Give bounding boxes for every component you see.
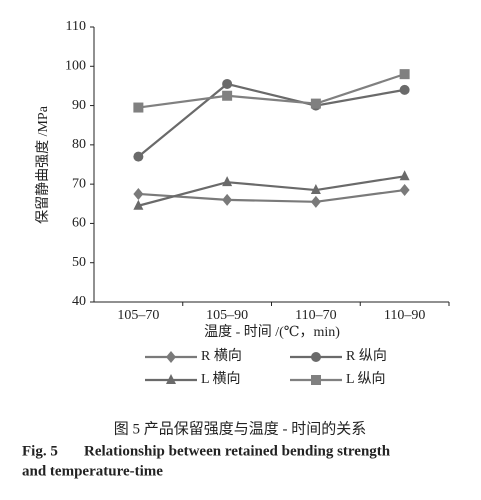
series-line	[138, 188, 405, 203]
series-line	[138, 175, 405, 207]
marker	[166, 351, 176, 363]
marker	[166, 374, 176, 384]
marker	[310, 195, 321, 208]
x-tick-label: 110–70	[295, 308, 336, 323]
caption-en: Relationship between retained bending st…	[84, 443, 391, 459]
y-tick-label: 50	[72, 255, 86, 270]
y-tick-label: 40	[72, 294, 86, 309]
marker	[311, 375, 321, 385]
y-axis-label: 保留静曲强度 /MPa	[35, 105, 51, 224]
marker	[399, 170, 410, 181]
y-tick-label: 60	[72, 216, 86, 231]
marker	[133, 187, 144, 200]
marker	[133, 151, 144, 162]
marker	[222, 176, 233, 187]
caption-en-label: Fig. 5	[22, 443, 58, 459]
series-line	[137, 82, 405, 158]
legend-label: R 纵向	[346, 348, 387, 364]
x-tick-label: 110–90	[384, 308, 425, 323]
marker	[399, 84, 410, 95]
marker	[222, 90, 233, 101]
caption-cn: 图 5 产品保留强度与温度 - 时间的关系	[114, 420, 367, 437]
legend-label: L 横向	[201, 371, 241, 387]
y-tick-label: 80	[72, 137, 86, 152]
y-tick-label: 100	[65, 59, 86, 74]
y-tick-label: 90	[72, 98, 86, 113]
marker	[310, 98, 321, 109]
marker	[311, 352, 321, 362]
x-tick-label: 105–90	[206, 308, 248, 323]
x-axis-label: 温度 - 时间 /(℃，min)	[204, 324, 340, 340]
y-tick-label: 70	[72, 176, 86, 191]
marker	[222, 78, 233, 89]
caption-en: and temperature-time	[22, 463, 163, 479]
legend-label: L 纵向	[346, 371, 386, 387]
marker	[133, 199, 144, 210]
y-tick-label: 110	[66, 19, 86, 34]
marker	[399, 69, 410, 80]
marker	[222, 193, 233, 206]
marker	[310, 184, 321, 195]
legend-label: R 横向	[201, 348, 242, 364]
marker	[399, 184, 410, 197]
x-tick-label: 105–70	[117, 308, 159, 323]
marker	[133, 102, 144, 113]
series-line	[138, 73, 405, 109]
